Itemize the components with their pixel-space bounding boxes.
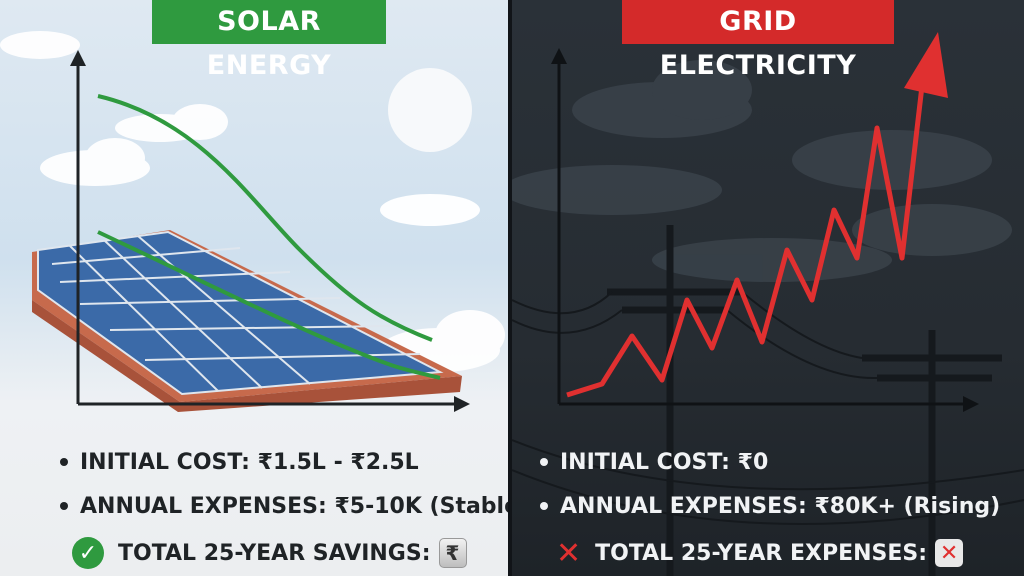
list-item: ANNUAL EXPENSES: ₹5-10K (Stable) <box>60 491 512 521</box>
check-circle-icon: ✓ <box>72 537 104 569</box>
sun-graphic <box>388 68 472 152</box>
initial-cost-text: INITIAL COST: ₹1.5L - ₹2.5L <box>80 449 419 475</box>
grid-title: GRID ELECTRICITY <box>622 0 894 81</box>
power-pole-graphic <box>607 225 1002 576</box>
annual-expenses-text: ANNUAL EXPENSES: ₹80K+ (Rising) <box>560 493 1001 519</box>
bullet-icon <box>540 502 548 510</box>
list-item: ANNUAL EXPENSES: ₹80K+ (Rising) <box>540 491 1000 521</box>
x-mark-icon: ✕ <box>935 539 964 567</box>
arrow-up-icon <box>904 32 948 98</box>
initial-cost-text: INITIAL COST: ₹0 <box>560 449 769 475</box>
solar-illustration <box>0 31 505 412</box>
grid-illustration <box>512 32 1024 576</box>
storm-cloud-graphic <box>512 60 1012 282</box>
rupee-icon: ₹ <box>438 538 467 568</box>
chart-axes <box>70 50 470 412</box>
chart-axes <box>551 48 979 412</box>
list-item: ✕ TOTAL 25-YEAR EXPENSES: ✕ <box>556 535 964 571</box>
list-item: INITIAL COST: ₹0 <box>540 447 768 477</box>
red-x-icon: ✕ <box>556 535 582 571</box>
cost-rising-line <box>566 85 925 398</box>
total-savings-text: TOTAL 25-YEAR SAVINGS: <box>118 540 431 566</box>
total-expenses-text: TOTAL 25-YEAR EXPENSES: <box>595 540 928 566</box>
solar-panel-graphic <box>37 230 444 396</box>
bullet-icon <box>60 502 68 510</box>
bullet-icon <box>60 458 68 466</box>
solar-energy-panel: SOLAR ENERGY INITIAL COST: ₹1.5L - ₹2.5L… <box>0 0 512 576</box>
cost-trend-line-lower <box>97 230 441 380</box>
grid-electricity-panel: GRID ELECTRICITY INITIAL COST: ₹0 ANNUAL… <box>512 0 1024 576</box>
list-item: INITIAL COST: ₹1.5L - ₹2.5L <box>60 447 419 477</box>
cost-trend-line-upper <box>97 94 433 342</box>
bullet-icon <box>540 458 548 466</box>
annual-expenses-text: ANNUAL EXPENSES: ₹5-10K (Stable) <box>80 493 512 519</box>
list-item: ✓ TOTAL 25-YEAR SAVINGS: ₹ <box>72 537 467 569</box>
solar-title: SOLAR ENERGY <box>152 0 386 81</box>
